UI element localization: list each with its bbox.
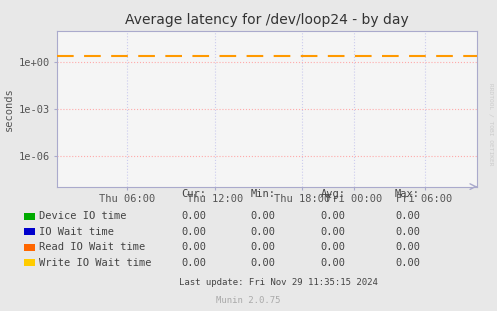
Text: 0.00: 0.00 [321, 242, 345, 252]
Text: IO Wait time: IO Wait time [39, 227, 114, 237]
Text: Munin 2.0.75: Munin 2.0.75 [216, 296, 281, 305]
Text: 0.00: 0.00 [395, 242, 420, 252]
Text: 0.00: 0.00 [321, 211, 345, 221]
Text: 0.00: 0.00 [395, 211, 420, 221]
Text: 0.00: 0.00 [181, 258, 206, 268]
Text: Device IO time: Device IO time [39, 211, 126, 221]
Text: Min:: Min: [251, 189, 276, 199]
Text: Max:: Max: [395, 189, 420, 199]
Text: 0.00: 0.00 [181, 211, 206, 221]
Text: 0.00: 0.00 [251, 211, 276, 221]
Text: RRDTOOL / TOBI OETIKER: RRDTOOL / TOBI OETIKER [489, 83, 494, 166]
Text: 0.00: 0.00 [251, 242, 276, 252]
Text: 0.00: 0.00 [395, 227, 420, 237]
Text: Last update: Fri Nov 29 11:35:15 2024: Last update: Fri Nov 29 11:35:15 2024 [179, 277, 378, 286]
Y-axis label: seconds: seconds [4, 87, 14, 131]
Text: Cur:: Cur: [181, 189, 206, 199]
Text: Read IO Wait time: Read IO Wait time [39, 242, 145, 252]
Text: 0.00: 0.00 [321, 227, 345, 237]
Text: 0.00: 0.00 [251, 258, 276, 268]
Text: 0.00: 0.00 [251, 227, 276, 237]
Text: 0.00: 0.00 [321, 258, 345, 268]
Text: 0.00: 0.00 [181, 227, 206, 237]
Text: 0.00: 0.00 [181, 242, 206, 252]
Text: Write IO Wait time: Write IO Wait time [39, 258, 151, 268]
Text: Avg:: Avg: [321, 189, 345, 199]
Text: 0.00: 0.00 [395, 258, 420, 268]
Title: Average latency for /dev/loop24 - by day: Average latency for /dev/loop24 - by day [125, 13, 409, 27]
